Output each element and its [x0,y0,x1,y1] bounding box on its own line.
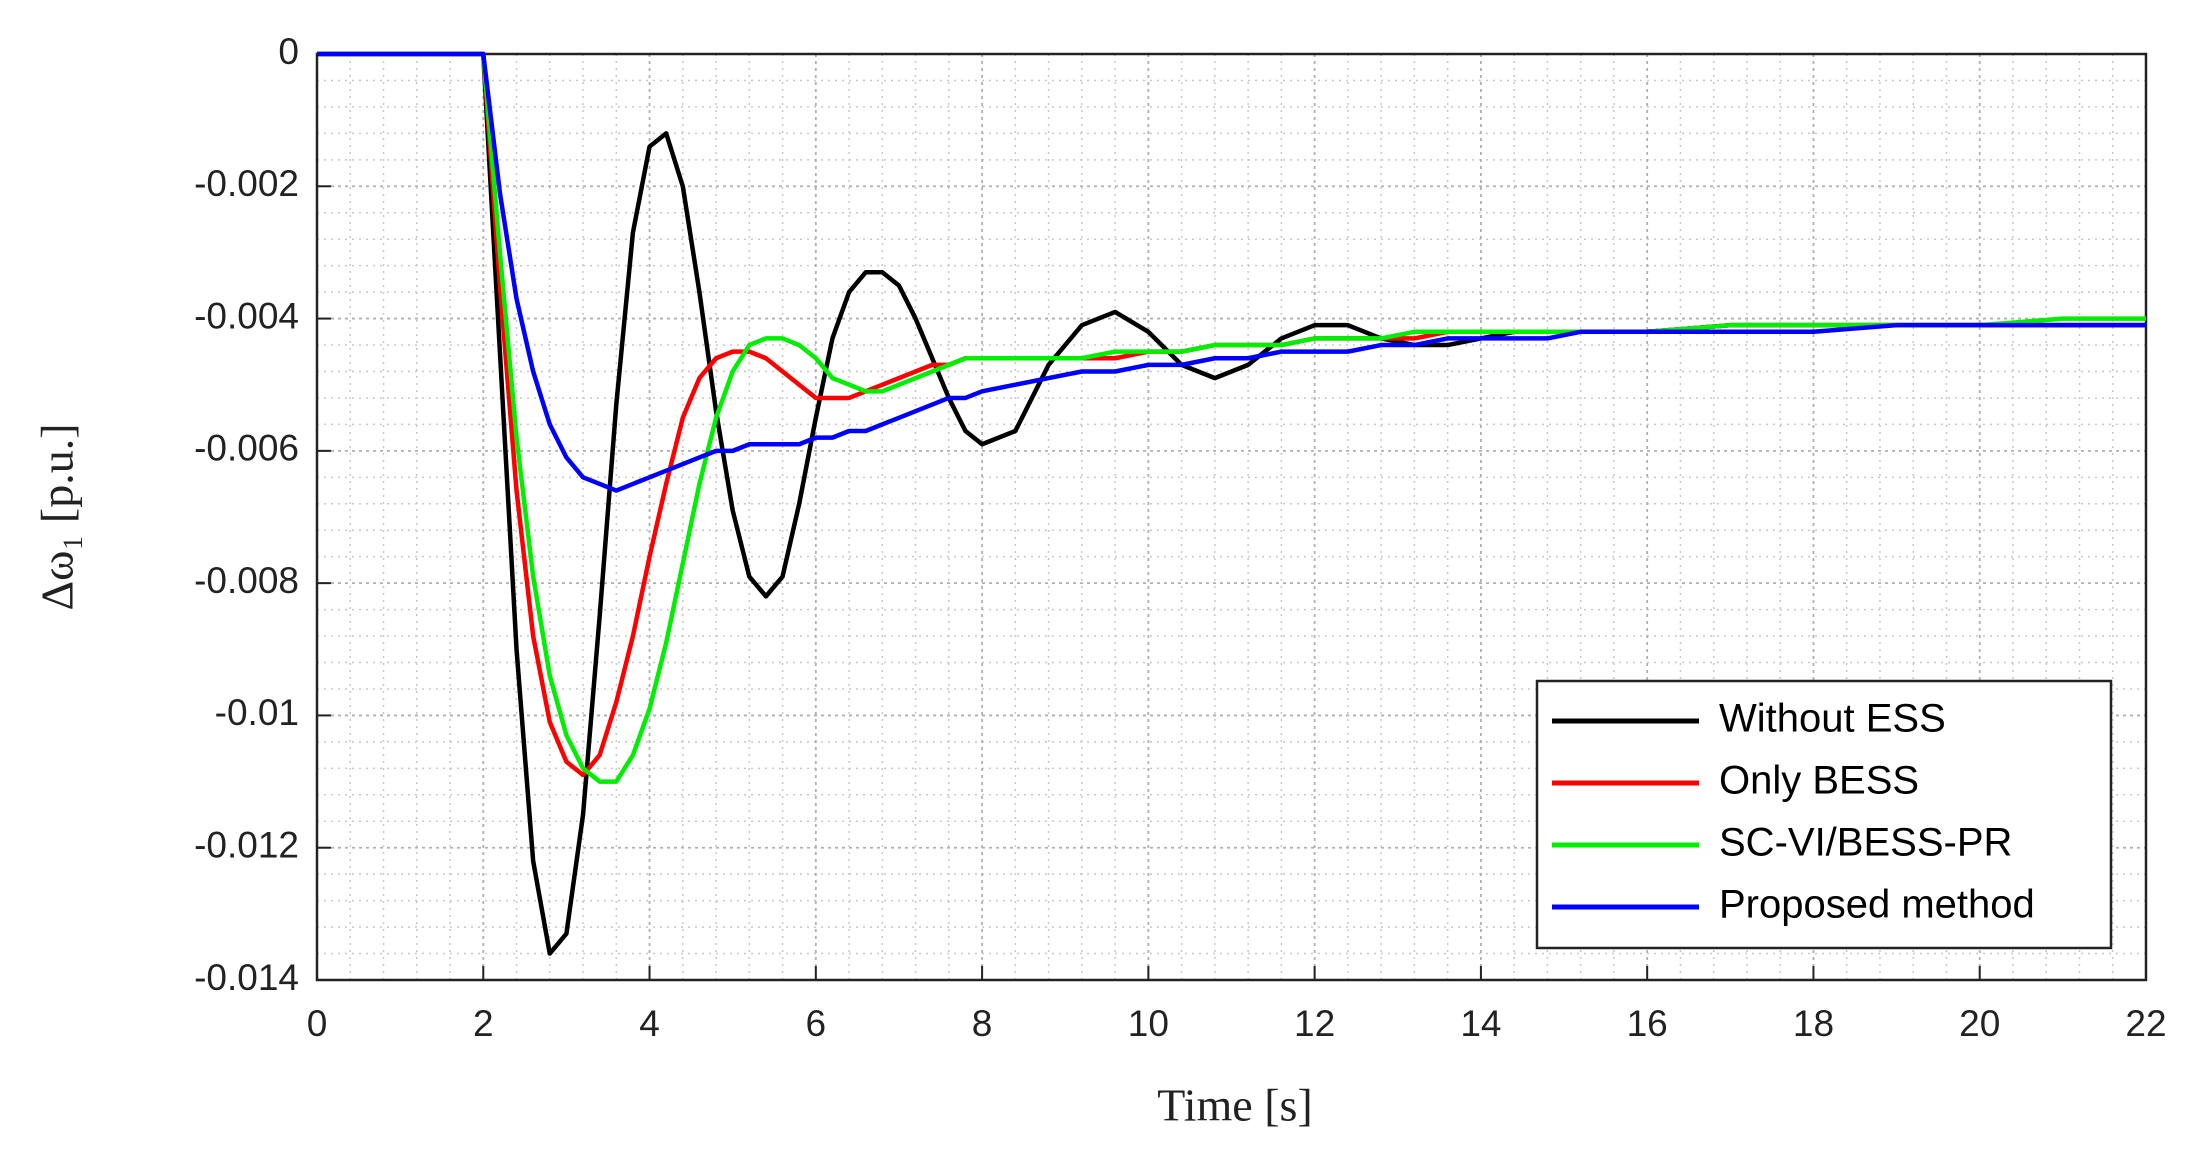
series-line [317,51,2146,784]
legend-label: Without ESS [1719,697,1946,741]
x-tick-label: 8 [972,1003,993,1044]
y-tick-label: -0.006 [194,428,299,469]
legend-box [1535,679,2113,950]
y-axis-label: Δω₁ [p.u.] [32,423,83,610]
x-tick-label: 20 [1959,1003,2000,1044]
x-tick-label: 0 [307,1003,328,1044]
legend-label: SC-VI/BESS-PR [1719,821,2012,865]
plot-frame [315,52,2148,982]
x-tick-label: 2 [473,1003,494,1044]
y-tick-label: -0.012 [194,824,299,865]
y-tick-label: -0.014 [194,957,299,998]
x-tick-label: 22 [2125,1003,2166,1044]
y-tick-label: -0.008 [194,560,299,601]
legend-label: Proposed method [1719,883,2035,927]
x-tick-label: 18 [1793,1003,1834,1044]
x-tick-label: 6 [806,1003,827,1044]
y-tick-label: -0.004 [194,295,299,336]
y-tick-label: -0.01 [215,692,299,733]
x-tick-label: 4 [639,1003,660,1044]
x-tick-label: 10 [1128,1003,1169,1044]
x-tick-label: 12 [1294,1003,1335,1044]
x-tick-label: 14 [1460,1003,1501,1044]
y-tick-label: -0.002 [194,163,299,204]
series-line [317,51,2146,493]
x-axis-label: Time [s] [1157,1080,1313,1131]
y-tick-label: 0 [278,31,299,72]
x-tick-label: 16 [1627,1003,1668,1044]
legend-label: Only BESS [1719,759,1919,803]
